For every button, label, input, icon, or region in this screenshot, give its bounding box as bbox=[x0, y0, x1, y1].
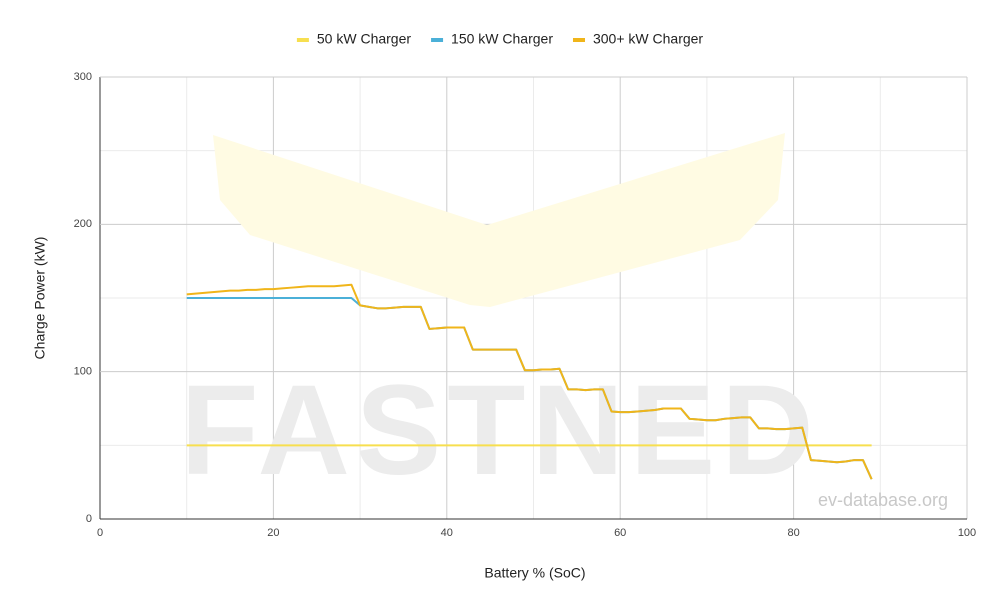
legend-label: 50 kW Charger bbox=[317, 31, 411, 47]
legend-swatch bbox=[431, 38, 444, 42]
x-axis-title: Battery % (SoC) bbox=[484, 565, 585, 581]
legend: 50 kW Charger 150 kW Charger 300+ kW Charg… bbox=[296, 31, 703, 47]
x-tick-label: 0 bbox=[97, 527, 103, 539]
lines bbox=[186, 283, 873, 480]
legend-label: 300+ kW Charger bbox=[593, 31, 703, 47]
x-tick-label: 20 bbox=[267, 527, 279, 539]
watermark: FASTNED bbox=[180, 359, 819, 502]
logo-watermark bbox=[213, 133, 785, 307]
source-text: ev-database.org bbox=[818, 490, 948, 510]
x-tick-label: 40 bbox=[441, 527, 453, 539]
y-tick-label: 300 bbox=[74, 71, 92, 83]
y-tick-label: 0 bbox=[86, 513, 92, 525]
legend-swatch bbox=[572, 38, 585, 42]
y-tick-label: 100 bbox=[74, 366, 92, 378]
x-tick-label: 100 bbox=[958, 527, 976, 539]
legend-swatch bbox=[296, 38, 309, 42]
x-tick-label: 60 bbox=[614, 527, 626, 539]
legend-label: 150 kW Charger bbox=[451, 31, 553, 47]
x-tick-label: 80 bbox=[787, 527, 799, 539]
y-axis-title: Charge Power (kW) bbox=[32, 237, 48, 360]
axes: 0 20 40 60 80 100 0 100 200 300 bbox=[74, 71, 977, 539]
series-line bbox=[186, 283, 873, 480]
y-tick-label: 200 bbox=[74, 218, 92, 230]
